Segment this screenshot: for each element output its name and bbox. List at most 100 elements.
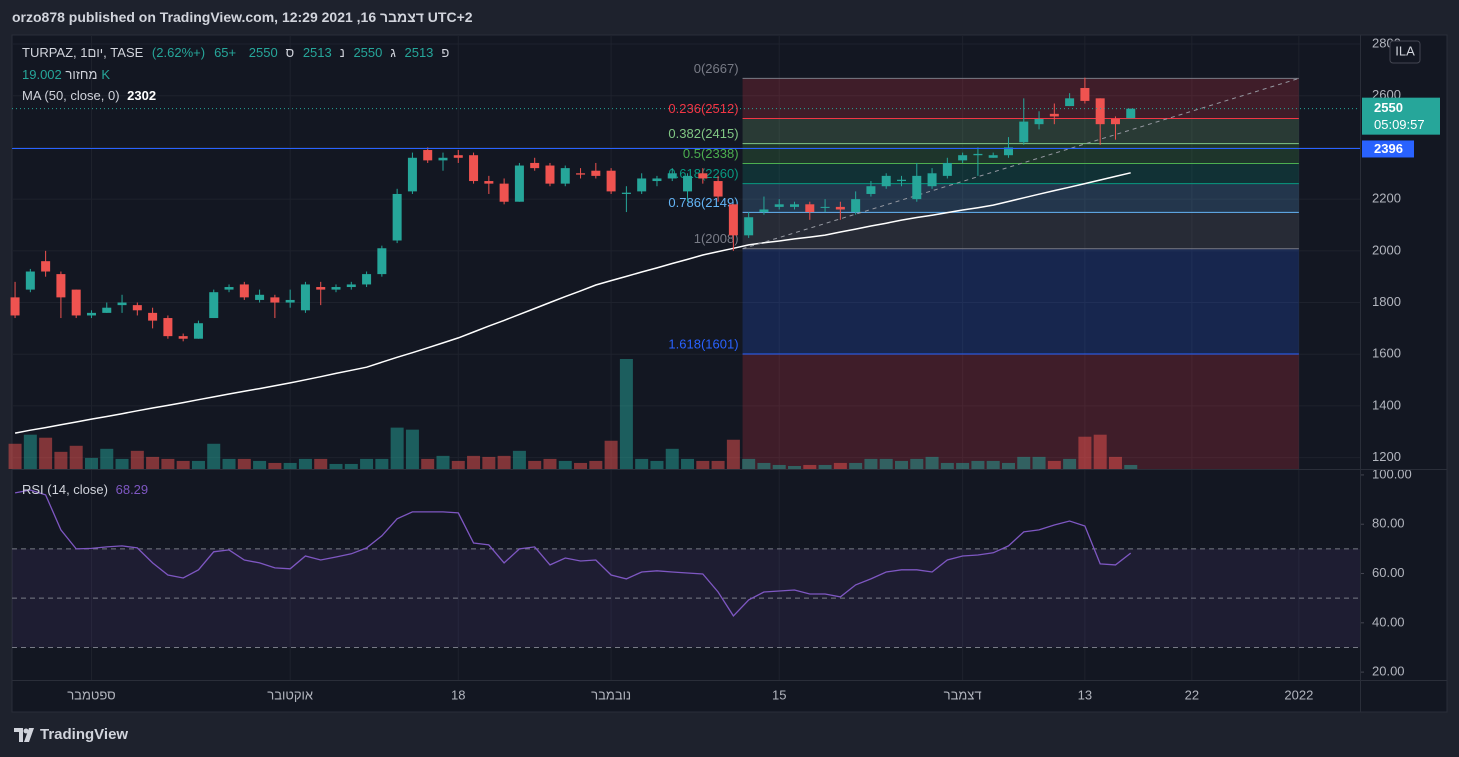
volume-bar: [54, 451, 68, 469]
volume-bar: [405, 429, 419, 469]
volume-bar: [604, 440, 618, 469]
candle-body: [805, 204, 815, 213]
candle-body: [224, 287, 234, 290]
volume-bar: [772, 464, 786, 469]
volume-bar: [421, 458, 435, 469]
symbol: TURPAZ, 1יום, TASE: [22, 45, 144, 60]
volume-bar: [849, 462, 863, 469]
ma-legend: MA (50, close, 0) 2302: [22, 88, 160, 103]
candle-body: [10, 297, 20, 316]
volume-bar: [222, 458, 236, 469]
volume-bar: [726, 439, 740, 469]
volume-bar: [39, 437, 53, 469]
change-pct: (+2.62%): [151, 45, 206, 60]
fib-label: 0(2667): [694, 61, 739, 76]
ohlc-letter: ס: [285, 45, 295, 60]
x-tick-label: אוקטובר: [267, 687, 313, 702]
volume-bar: [986, 460, 1000, 469]
candle-body: [958, 155, 968, 161]
volume-bar: [191, 460, 205, 469]
candle-body: [1095, 98, 1105, 125]
volume-bar: [237, 458, 251, 469]
fib-label: 0.5(2338): [683, 146, 739, 161]
volume-bar: [543, 458, 557, 469]
y-tick-label: 1400: [1372, 397, 1401, 412]
candle-body: [637, 178, 647, 192]
hline-price-label: 2396: [1374, 141, 1403, 156]
candle-body: [255, 294, 265, 300]
fib-zone: [742, 78, 1299, 119]
volume-bar: [803, 464, 817, 469]
volume-bar: [207, 443, 221, 469]
candle-body: [499, 183, 509, 202]
candle-body: [1049, 113, 1059, 117]
countdown: 05:09:57: [1374, 117, 1425, 132]
candle-body: [683, 175, 693, 192]
candle-body: [270, 297, 280, 303]
candle-body: [148, 312, 158, 321]
x-tick-label: 22: [1185, 687, 1199, 702]
volume-bar: [344, 463, 358, 469]
candle-body: [71, 289, 81, 316]
rsi-legend: RSI (14, close) 68.29: [22, 482, 152, 497]
candle-body: [713, 181, 723, 197]
candle-body: [606, 170, 616, 192]
volume-bar: [864, 458, 878, 469]
x-tick-label: דצמבר: [944, 687, 982, 702]
fib-zone: [742, 143, 1299, 164]
volume-bar: [742, 458, 756, 469]
candle-body: [1034, 119, 1044, 125]
candle-body: [193, 323, 203, 339]
high-value: 2550: [353, 45, 383, 60]
volume-bar: [360, 458, 374, 469]
candle-body: [484, 181, 494, 184]
volume-bar: [23, 434, 37, 469]
rsi-line: [14, 489, 1132, 617]
candle-body: [56, 274, 66, 298]
volume-bar: [619, 359, 633, 469]
hline-price-box: [1362, 140, 1414, 158]
volume-bar: [1124, 464, 1138, 469]
volume-bar: [482, 456, 496, 469]
ma-value: 2302: [127, 88, 157, 103]
volume-bar: [1108, 456, 1122, 469]
volume-bar: [589, 460, 603, 469]
candle-body: [377, 248, 387, 275]
volume-bar: [1001, 462, 1015, 469]
volume-bar: [1047, 460, 1061, 469]
volume-bar: [635, 458, 649, 469]
candle-body: [1080, 87, 1090, 101]
volume-bar: [971, 460, 985, 469]
candle-body: [392, 193, 402, 241]
candle-body: [790, 204, 800, 207]
candle-body: [988, 155, 998, 158]
publish-line: orzo878 published on TradingView.com, 12…: [12, 9, 473, 25]
volume-bar: [818, 464, 832, 469]
candle-body: [209, 292, 219, 319]
volume-bar: [100, 448, 114, 469]
candle-body: [530, 162, 540, 169]
candle-body: [1126, 108, 1136, 119]
volume-bar: [925, 456, 939, 469]
rsi-band: [12, 548, 1360, 648]
volume-bar: [558, 460, 572, 469]
volume-bar: [574, 462, 588, 469]
trend-line: [742, 77, 1300, 250]
volume-bar: [69, 445, 83, 469]
volume-bar: [512, 450, 526, 469]
candle-body: [1003, 147, 1013, 156]
candle-body: [423, 150, 433, 161]
rsi-tick-label: 20.00: [1372, 664, 1405, 679]
candle-body: [453, 155, 463, 158]
volume-bar: [176, 460, 190, 469]
candle-body: [316, 287, 326, 290]
candle-body: [331, 287, 341, 290]
candle-body: [25, 271, 35, 290]
volume-value: 19.002K: [22, 67, 111, 82]
volume-bar: [665, 448, 679, 469]
candle-body: [178, 336, 188, 339]
candle-body: [514, 165, 524, 202]
ohlc-letter: ג: [390, 45, 396, 60]
